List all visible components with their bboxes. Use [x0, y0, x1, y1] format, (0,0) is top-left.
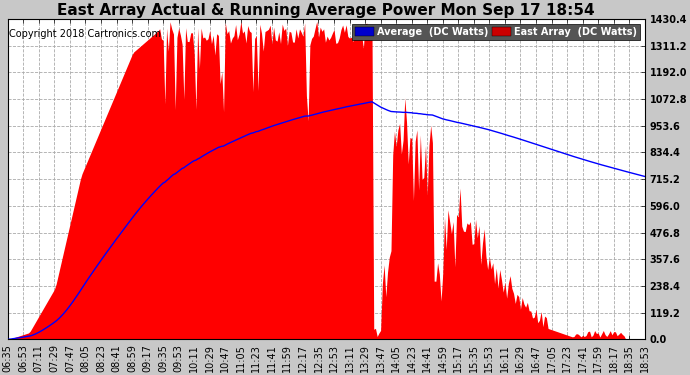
- Title: East Array Actual & Running Average Power Mon Sep 17 18:54: East Array Actual & Running Average Powe…: [57, 3, 595, 18]
- Legend: Average  (DC Watts), East Array  (DC Watts): Average (DC Watts), East Array (DC Watts…: [352, 24, 640, 40]
- Text: Copyright 2018 Cartronics.com: Copyright 2018 Cartronics.com: [9, 28, 161, 39]
